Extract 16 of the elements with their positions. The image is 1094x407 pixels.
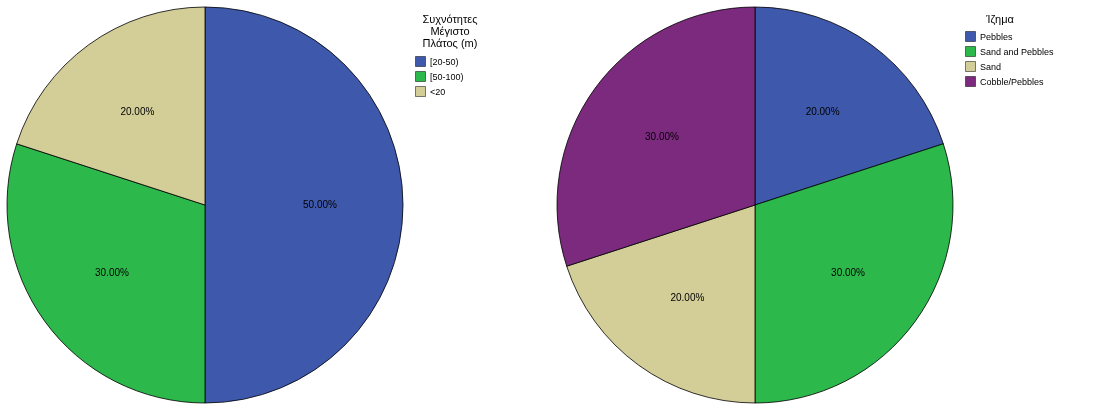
data-label: 30.00%: [831, 266, 866, 278]
data-label: 50.00%: [303, 199, 338, 210]
data-label: 30.00%: [645, 131, 680, 143]
data-label: 20.00%: [805, 105, 840, 117]
legend-title: Ίζημα: [985, 13, 1015, 25]
legend-label: [50-100): [430, 71, 464, 82]
legend-label: [20-50): [430, 56, 459, 67]
legend-label: Sand and Pebbles: [980, 46, 1055, 57]
legend-label: Sand: [980, 61, 1002, 72]
legend-label: Pebbles: [980, 31, 1014, 42]
data-label: 20.00%: [670, 292, 705, 304]
legend-label: Cobble/Pebbles: [980, 76, 1045, 87]
data-label: 30.00%: [95, 266, 130, 278]
legend-title: Συχνότητες Μέγιστο Πλάτος (m): [422, 13, 478, 49]
legend-label: <20: [430, 86, 446, 97]
data-label: 20.00%: [120, 105, 155, 117]
